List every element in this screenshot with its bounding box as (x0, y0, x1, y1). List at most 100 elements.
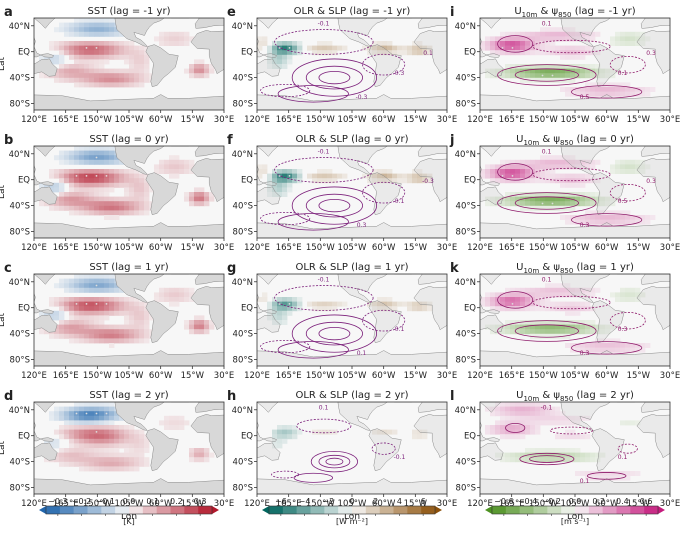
field-cell (174, 155, 180, 161)
x-tick-label: 30°E (437, 115, 457, 125)
field-cell (600, 87, 606, 92)
field-cell (550, 173, 556, 179)
field-cell (560, 68, 566, 74)
x-tick-label: 105°W (115, 499, 144, 509)
x-axis-label: Lon (121, 512, 137, 522)
field-cell (575, 343, 581, 348)
field-cell (570, 36, 576, 42)
field-cell (64, 201, 70, 207)
field-cell (327, 178, 333, 184)
contour-label: -0.1 (541, 404, 553, 411)
field-cell (59, 64, 65, 69)
field-cell (382, 301, 388, 307)
field-cell (114, 438, 120, 444)
panel-title: SST (lag = -1 yr) (88, 6, 171, 17)
field-cell (54, 457, 60, 463)
field-cell (635, 343, 641, 348)
field-cell (287, 310, 293, 316)
field-cell (99, 210, 105, 216)
field-cell (124, 434, 130, 440)
field-cell (139, 443, 145, 449)
field-cell (510, 329, 516, 335)
field-cell (505, 292, 511, 298)
field-cell (630, 164, 636, 170)
field-cell (342, 301, 348, 307)
field-cell (635, 219, 641, 225)
field-cell (69, 329, 75, 335)
field-cell (79, 210, 85, 216)
field-cell (412, 173, 418, 179)
contour-line-dashed (274, 285, 374, 311)
contour-line (318, 198, 351, 213)
field-cell (625, 159, 631, 165)
field-cell (114, 297, 120, 302)
land-mass (480, 442, 504, 461)
field-cell (560, 301, 566, 307)
field-cell (277, 50, 283, 56)
field-cell (525, 178, 531, 184)
field-cell (535, 292, 541, 298)
field-cell (407, 50, 413, 56)
field-cell (159, 169, 165, 174)
field-cell (490, 68, 496, 74)
x-tick-label: 105°W (338, 115, 367, 125)
field-cell (495, 196, 501, 202)
panel-title: OLR & SLP (lag = 0 yr) (295, 134, 408, 145)
field-cell (64, 173, 70, 179)
field-cell (114, 201, 120, 207)
field-cell (570, 164, 576, 170)
field-cell (327, 50, 333, 56)
field-cell (510, 415, 516, 421)
field-cell (382, 306, 388, 312)
field-cell (610, 210, 616, 216)
field-cell (199, 315, 205, 321)
field-cell (129, 452, 135, 458)
field-cell (134, 466, 140, 472)
field-cell (99, 205, 105, 211)
field-cell (89, 310, 95, 316)
field-cell (630, 219, 636, 225)
field-cell (545, 178, 551, 184)
field-cell (134, 461, 140, 467)
field-cell (129, 315, 135, 321)
field-cell (490, 173, 496, 179)
field-cell (530, 329, 536, 335)
field-cell (119, 178, 125, 184)
field-cell (510, 68, 516, 74)
land-mass (337, 402, 388, 431)
field-cell (59, 283, 65, 289)
field-cell (134, 315, 140, 321)
field-cell (317, 429, 323, 435)
field-cell (109, 215, 115, 220)
y-tick-label: EQ (241, 176, 253, 186)
field-cell (412, 41, 418, 46)
x-tick-label: 30°E (437, 371, 457, 381)
field-cell (565, 205, 571, 211)
field-cell (69, 155, 75, 161)
x-tick-label: 165°E (276, 115, 302, 125)
field-cell (64, 452, 70, 458)
field-cell (387, 429, 393, 435)
field-cell (89, 333, 95, 339)
field-cell (500, 402, 506, 407)
field-cell (149, 187, 155, 193)
field-cell (59, 41, 65, 46)
field-cell (580, 287, 586, 293)
field-cell (124, 54, 130, 60)
field-cell (89, 82, 95, 88)
field-cell (570, 329, 576, 335)
field-cell (585, 347, 591, 353)
field-cell (119, 301, 125, 307)
field-cell (84, 452, 90, 458)
field-cell (114, 169, 120, 174)
contour-line (586, 472, 627, 480)
field-cell (124, 448, 130, 453)
field-cell (74, 443, 80, 449)
field-cell (510, 324, 516, 330)
field-cell (59, 452, 65, 458)
field-cell (480, 169, 486, 174)
field-cell (500, 31, 506, 37)
field-cell (79, 192, 85, 197)
field-cell (49, 59, 55, 65)
field-cell (625, 215, 631, 220)
